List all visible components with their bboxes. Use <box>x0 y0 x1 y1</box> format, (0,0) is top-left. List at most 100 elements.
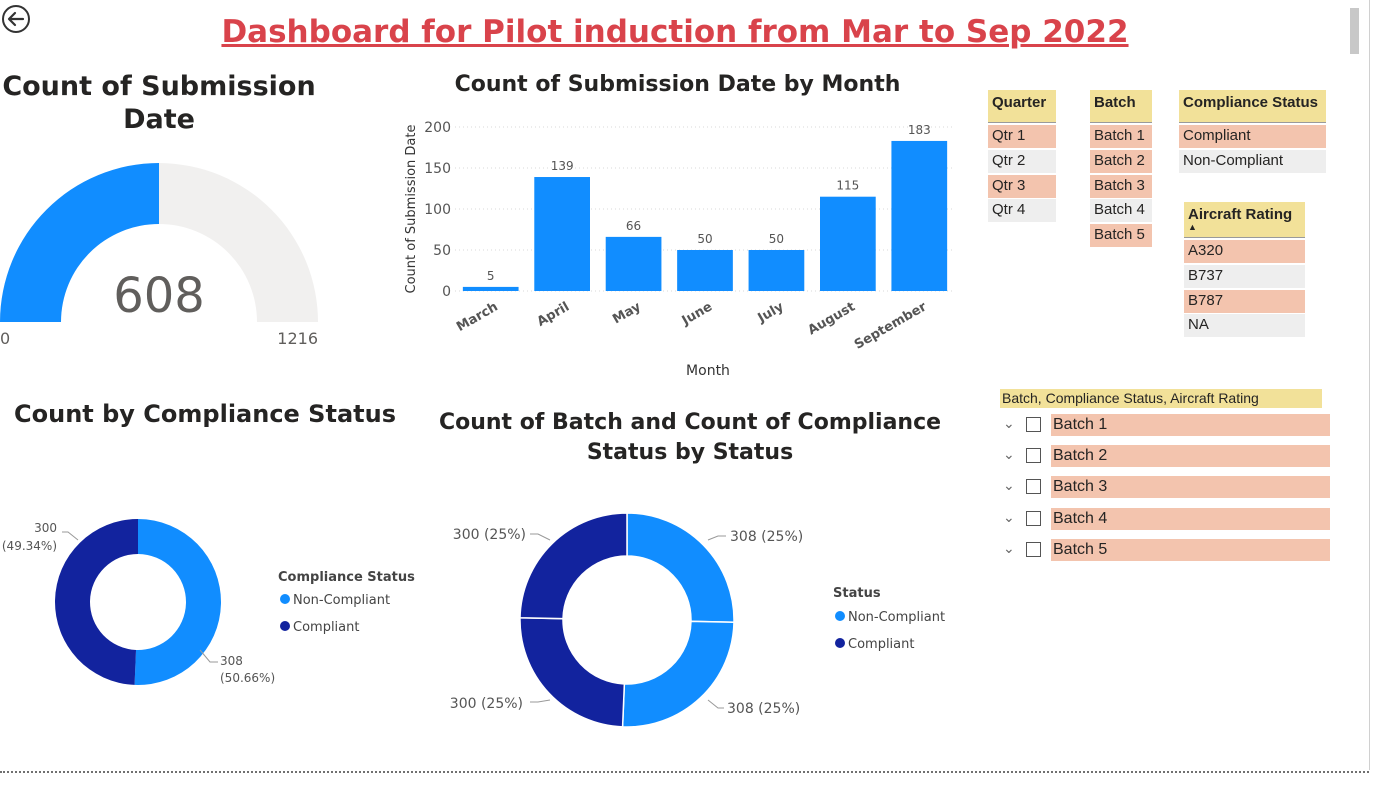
chevron-down-icon[interactable]: ⌄ <box>1003 509 1015 526</box>
checkbox[interactable] <box>1026 448 1041 464</box>
slicer-aircraft-item[interactable]: NA <box>1184 314 1305 338</box>
checkbox[interactable] <box>1026 417 1041 432</box>
bar-september[interactable] <box>891 140 948 291</box>
y-tick-label: 200 <box>424 120 451 136</box>
x-tick-label: May <box>610 299 644 327</box>
gauge-value-label: 608 <box>113 268 205 324</box>
gauge-title: Count of Submission Date <box>2 71 316 135</box>
hierarchy-row: ⌄ Batch 1 <box>1000 414 1335 438</box>
x-tick-label: September <box>852 299 930 353</box>
donut2-legend-item[interactable]: Non-Compliant <box>848 610 945 625</box>
compliance-donut-chart[interactable]: 308 (50.66%) 300 (49.34%) Compliance Status N… <box>0 500 420 710</box>
status-slice-label: 308 (25%) <box>727 701 800 717</box>
hierarchy-row: ⌄ Batch 4 <box>1000 507 1335 532</box>
right-border <box>1369 0 1370 770</box>
status-slice[interactable] <box>626 512 735 623</box>
slicer-compliance-item[interactable]: Non-Compliant <box>1179 149 1326 173</box>
slice-compliant[interactable] <box>55 519 138 685</box>
bar-march[interactable] <box>462 286 519 291</box>
x-tick-label: July <box>755 299 787 326</box>
slicer-quarter-header: Quarter <box>988 90 1056 123</box>
status-slice[interactable] <box>519 617 626 728</box>
x-tick-label: March <box>454 299 501 335</box>
hierarchy-item-label[interactable]: Batch 1 <box>1051 414 1330 436</box>
donut1-title: Count by Compliance Status <box>14 400 396 428</box>
hierarchy-row: ⌄ Batch 5 <box>1000 538 1335 563</box>
bar-june[interactable] <box>677 250 733 291</box>
vertical-scrollbar[interactable] <box>1350 8 1359 54</box>
leader-line <box>530 699 551 703</box>
chevron-down-icon[interactable]: ⌄ <box>1003 416 1015 432</box>
hierarchy-row: ⌄ Batch 2 <box>1000 445 1335 469</box>
bottom-divider <box>0 771 1369 773</box>
donut1-legend-item[interactable]: Non-Compliant <box>293 593 390 608</box>
checkbox[interactable] <box>1026 510 1041 526</box>
status-slice[interactable] <box>621 620 735 728</box>
slicer-batch-header-label: Batch <box>1094 94 1136 111</box>
donut1-label-c: 300 <box>34 521 57 535</box>
hierarchy-item-label[interactable]: Batch 4 <box>1051 507 1330 530</box>
donut1-legend-title: Compliance Status <box>278 570 415 585</box>
status-slice[interactable] <box>519 512 628 620</box>
slicer-quarter-item[interactable]: Qtr 1 <box>988 125 1056 148</box>
slicer-aircraft-header: Aircraft Rating ▲ <box>1184 202 1305 238</box>
donut1-legend-item[interactable]: Compliant <box>293 620 359 635</box>
leader-line <box>62 531 79 541</box>
slicer-batch-item[interactable]: Batch 1 <box>1090 125 1152 148</box>
slicer-aircraft-item[interactable]: A320 <box>1184 240 1305 263</box>
checkbox[interactable] <box>1026 541 1041 557</box>
chevron-down-icon[interactable]: ⌄ <box>1003 540 1015 557</box>
donut2-legend-title: Status <box>833 586 881 601</box>
status-donut-chart[interactable]: 308 (25%) 308 (25%) 300 (25%) 300 (25%) Stat… <box>430 500 970 740</box>
back-arrow-icon[interactable] <box>1 4 31 34</box>
bar-data-label: 66 <box>626 219 641 233</box>
slicer-batch-header: Batch <box>1090 90 1152 123</box>
bar-august[interactable] <box>820 196 876 291</box>
donut2-legend-item[interactable]: Compliant <box>848 637 914 652</box>
slice-non-compliant[interactable] <box>134 519 222 685</box>
bar-july[interactable] <box>748 250 805 291</box>
status-slice-label: 300 (25%) <box>450 696 523 712</box>
chevron-down-icon[interactable]: ⌄ <box>1003 478 1015 495</box>
status-slice-label: 300 (25%) <box>453 527 526 543</box>
slicer-aircraft-item[interactable]: B787 <box>1184 289 1305 313</box>
slicer-quarter-item[interactable]: Qtr 3 <box>988 174 1056 198</box>
y-tick-label: 100 <box>424 202 451 218</box>
donut2-title-line1: Count of Batch and Count of Compliance <box>438 410 942 435</box>
donut2-title: Count of Batch and Count of Compliance S… <box>430 408 950 468</box>
bar-april[interactable] <box>534 177 590 291</box>
slicer-compliance-header: Compliance Status <box>1179 90 1326 123</box>
slicer-quarter-item[interactable]: Qtr 2 <box>988 149 1056 173</box>
slicer-batch-item[interactable]: Batch 2 <box>1090 149 1152 173</box>
chevron-down-icon[interactable]: ⌄ <box>1003 447 1015 464</box>
sort-ascending-icon[interactable]: ▲ <box>1188 222 1197 232</box>
legend-marker <box>280 594 290 604</box>
slicer-aircraft-item[interactable]: B737 <box>1184 264 1305 288</box>
hierarchy-item-label[interactable]: Batch 2 <box>1051 445 1330 468</box>
bar-data-label: 139 <box>551 159 574 173</box>
leader-line <box>530 533 551 541</box>
checkbox[interactable] <box>1026 479 1041 495</box>
slicer-quarter-header-label: Quarter <box>992 94 1047 111</box>
bar-chart[interactable]: 0 50 100 150 200 5 March 139 April 66 May 50 June 50 J… <box>395 105 965 390</box>
x-axis-label: Month <box>686 363 730 379</box>
slicer-quarter-item[interactable]: Qtr 4 <box>988 199 1056 223</box>
bar-data-label: 183 <box>908 123 931 137</box>
y-tick-label: 50 <box>433 243 451 259</box>
page-title: Dashboard for Pilot induction from Mar t… <box>221 14 1129 50</box>
hierarchy-item-label[interactable]: Batch 5 <box>1051 538 1330 561</box>
slicer-batch-item[interactable]: Batch 4 <box>1090 199 1152 223</box>
slicer-compliance-header-label: Compliance Status <box>1183 94 1319 111</box>
gauge-max-label: 1216 <box>277 329 318 348</box>
slicer-compliance-item[interactable]: Compliant <box>1179 125 1326 148</box>
leader-line <box>707 699 724 709</box>
hierarchy-item-label[interactable]: Batch 3 <box>1051 476 1330 499</box>
donut2-title-line2: Status by Status <box>586 440 794 465</box>
legend-marker <box>280 621 290 631</box>
y-tick-label: 150 <box>424 161 451 177</box>
gauge-chart[interactable]: 608 0 1216 <box>0 150 330 350</box>
legend-marker <box>835 611 845 621</box>
bar-may[interactable] <box>605 236 662 291</box>
slicer-batch-item[interactable]: Batch 3 <box>1090 174 1152 198</box>
slicer-batch-item[interactable]: Batch 5 <box>1090 224 1152 248</box>
